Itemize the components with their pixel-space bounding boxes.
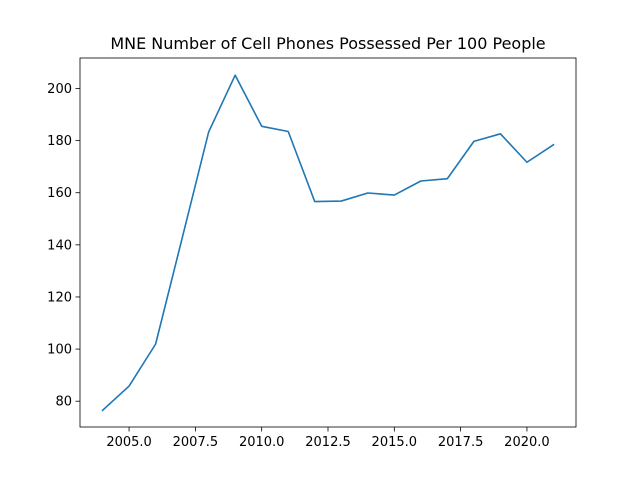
x-tick-label: 2017.5 bbox=[438, 435, 484, 450]
x-tick-label: 2015.0 bbox=[372, 435, 418, 450]
series-line-0 bbox=[101, 74, 555, 412]
y-tick-label: 100 bbox=[47, 343, 72, 358]
chart-title: MNE Number of Cell Phones Possessed Per … bbox=[110, 34, 545, 53]
x-tick-label: 2012.5 bbox=[305, 435, 351, 450]
y-tick-label: 140 bbox=[47, 238, 72, 253]
x-tick-label: 2005.0 bbox=[106, 435, 152, 450]
y-tick-label: 80 bbox=[55, 395, 72, 410]
y-tick-label: 200 bbox=[47, 82, 72, 97]
x-tick-label: 2010.0 bbox=[239, 435, 285, 450]
x-tick-label: 2007.5 bbox=[173, 435, 219, 450]
series-layer bbox=[101, 74, 555, 412]
x-tick-label: 2020.0 bbox=[504, 435, 550, 450]
y-tick-label: 180 bbox=[47, 134, 72, 149]
axes-layer: 2005.0 2007.5 2010.0 2012.5 2015.0 2017.5 2020… bbox=[47, 57, 577, 450]
y-tick-label: 160 bbox=[47, 186, 72, 201]
y-tick-label: 120 bbox=[47, 290, 72, 305]
